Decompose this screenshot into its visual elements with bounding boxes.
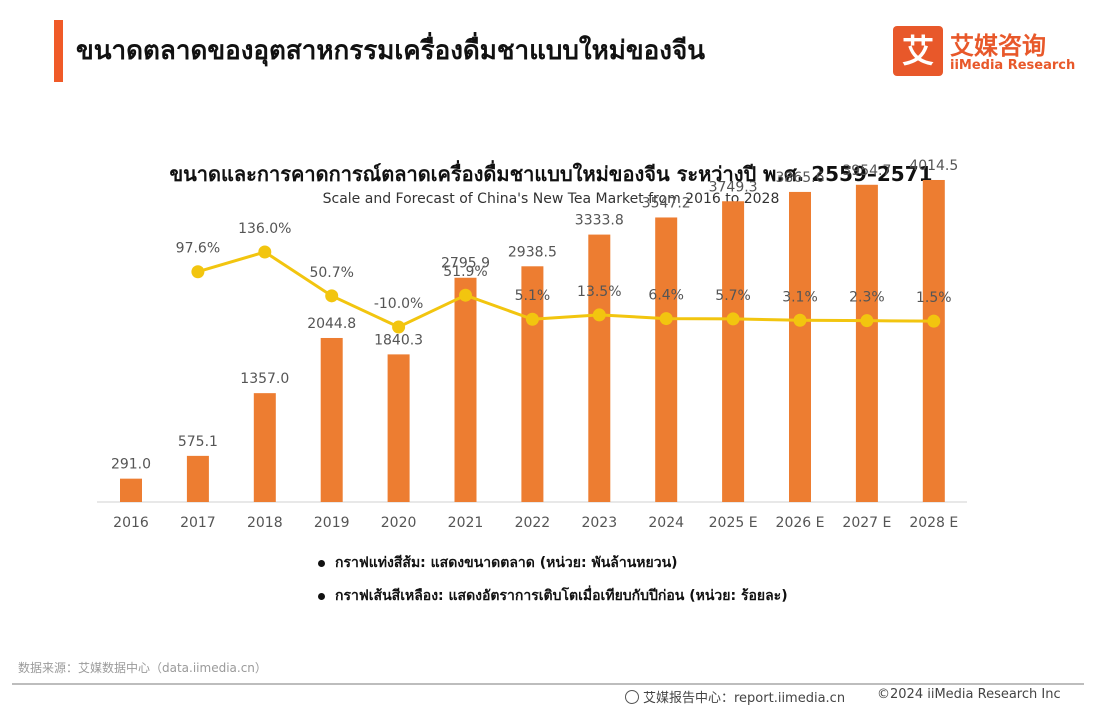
legend-bar: กราฟแท่งสีส้ม: แสดงขนาดตลาด (หน่วย: พันล… — [318, 552, 678, 574]
data-source: 数据来源：艾媒数据中心（data.iimedia.cn） — [18, 661, 267, 675]
bar-2024 — [655, 217, 678, 502]
bar-value-label: 3749.3 — [709, 179, 758, 195]
footer-copyright: ©2024 iiMedia Research Inc — [877, 687, 1061, 702]
growth-point — [659, 312, 673, 326]
growth-label: 2.3% — [849, 290, 885, 306]
legend-line: กราฟเส้นสีเหลือง: แสดงอัตราการเติบโตเมื่… — [318, 585, 788, 607]
x-tick-label: 2023 — [581, 515, 617, 531]
bar-value-label: 3865.6 — [776, 170, 825, 186]
growth-label: 3.1% — [782, 289, 818, 305]
bar-value-label: 575.1 — [178, 434, 218, 450]
x-tick-label: 2021 — [448, 515, 484, 531]
x-tick-label: 2016 — [113, 515, 149, 531]
growth-line — [197, 250, 934, 329]
growth-label: 136.0% — [238, 221, 291, 237]
growth-label: -10.0% — [374, 296, 424, 312]
bar-2025-E — [722, 201, 745, 502]
bar-2017 — [186, 455, 209, 502]
x-tick-label: 2028 E — [909, 515, 958, 531]
bar-value-label: 3547.2 — [642, 195, 691, 211]
x-tick-label: 2026 E — [776, 515, 825, 531]
growth-point — [927, 314, 941, 328]
legend-bar-text: กราฟแท่งสีส้ม: แสดงขนาดตลาด (หน่วย: พันล… — [335, 555, 678, 571]
bar-value-label: 2938.5 — [508, 244, 557, 260]
growth-label: 97.6% — [176, 241, 220, 257]
x-tick-label: 2027 E — [842, 515, 891, 531]
logo-chinese-name: 艾媒咨询 — [950, 32, 1046, 60]
bar-value-label: 4014.5 — [909, 158, 958, 174]
growth-point — [525, 312, 539, 326]
bar-2021 — [454, 277, 477, 502]
bar-value-label: 2795.9 — [441, 256, 490, 272]
globe-icon — [625, 690, 639, 704]
bar-value-label: 1357.0 — [240, 371, 289, 387]
growth-point — [726, 312, 740, 326]
bar-value-label: 3954.7 — [842, 163, 891, 179]
bar-value-label: 3333.8 — [575, 213, 624, 229]
growth-label: 50.7% — [309, 265, 353, 281]
x-tick-label: 2020 — [381, 515, 417, 531]
growth-point — [459, 288, 472, 302]
growth-point — [191, 265, 205, 279]
bar-2019 — [320, 337, 343, 502]
brand-logo: 艾 艾媒咨询 iiMedia Research — [893, 26, 1075, 76]
growth-label: 5.1% — [515, 288, 551, 304]
bar-value-label: 2044.8 — [307, 316, 356, 332]
logo-icon: 艾 — [893, 26, 943, 76]
bar-2027-E — [855, 184, 878, 502]
x-tick-label: 2017 — [180, 515, 216, 531]
x-tick-label: 2022 — [515, 515, 551, 531]
growth-label: 1.5% — [916, 290, 952, 306]
growth-point — [392, 320, 406, 334]
bar-2020 — [387, 354, 410, 502]
growth-label: 51.9% — [443, 264, 487, 280]
growth-label: 13.5% — [577, 284, 621, 300]
bar-2018 — [253, 393, 276, 502]
chart-subtitle: Scale and Forecast of China's New Tea Ma… — [322, 191, 780, 207]
x-tick-label: 2024 — [648, 515, 684, 531]
bar-2016 — [120, 478, 142, 502]
growth-point — [258, 245, 272, 259]
bar-2022 — [521, 266, 544, 502]
growth-point — [793, 313, 807, 327]
growth-point — [592, 308, 606, 322]
bar-2028-E — [922, 179, 945, 503]
bar-value-label: 1840.3 — [374, 332, 423, 348]
growth-label: 5.7% — [715, 288, 751, 304]
bar-2023 — [588, 234, 611, 503]
x-tick-label: 2018 — [247, 515, 283, 531]
growth-point — [860, 314, 874, 328]
bar-value-label: 291.0 — [111, 457, 151, 473]
footer-report-text: 艾媒报告中心：report.iimedia.cn — [643, 691, 846, 706]
logo-english-name: iiMedia Research — [950, 58, 1076, 73]
accent-bar — [54, 20, 63, 82]
growth-point — [325, 289, 339, 303]
bar-2026-E — [789, 191, 811, 502]
legend-bullet — [318, 559, 325, 567]
legend-bullet — [318, 592, 325, 600]
x-tick-label: 2025 E — [709, 515, 758, 531]
page-title: ขนาดตลาดของอุตสาหกรรมเครื่องดื่มชาแบบใหม… — [76, 36, 705, 66]
growth-label: 6.4% — [648, 288, 684, 304]
chart-title: ขนาดและการคาดการณ์ตลาดเครื่องดื่มชาแบบให… — [169, 162, 933, 186]
legend-line-text: กราฟเส้นสีเหลือง: แสดงอัตราการเติบโตเมื่… — [335, 588, 788, 604]
footer-report-link[interactable]: 艾媒报告中心：report.iimedia.cn — [625, 687, 845, 706]
x-tick-label: 2019 — [314, 515, 350, 531]
footer-divider — [12, 683, 1084, 685]
